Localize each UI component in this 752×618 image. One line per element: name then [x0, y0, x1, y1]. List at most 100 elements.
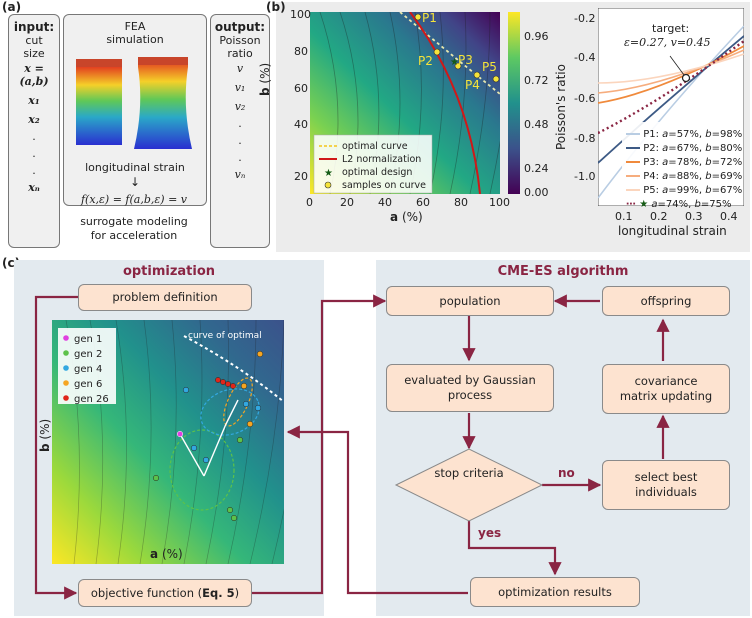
target-pointer	[669, 55, 685, 76]
gen2-point	[230, 514, 238, 522]
gen-legend-swatch	[63, 380, 69, 386]
select-best-box: select best individuals	[602, 460, 730, 510]
legend-item: P2: a=67%, b=80%	[626, 142, 742, 156]
input-var-xn: xₙ	[28, 181, 40, 194]
optimization-title: optimization	[122, 264, 216, 279]
gen26-point	[225, 381, 231, 387]
legend-item: P3: a=78%, b=72%	[626, 156, 742, 170]
l2-normalization-curve	[409, 12, 481, 194]
gen26-point	[220, 379, 226, 385]
sample-point	[414, 13, 422, 21]
legend-b: 72%	[720, 157, 743, 168]
input-var-x: x = (a,b)	[19, 62, 49, 88]
objective-function-post: )	[234, 585, 240, 600]
chart-ytick-04: -0.4	[574, 51, 596, 64]
curve-p4	[598, 49, 744, 94]
chart-ytick-06: -0.6	[574, 92, 596, 105]
fea-title-2: simulation	[106, 33, 164, 46]
legend-star-icon: ★	[324, 168, 333, 179]
chart-xtick-04: 0.4	[720, 210, 738, 223]
curve-p3	[598, 45, 744, 104]
cme-es-panel	[376, 260, 750, 616]
arrow-objective-to-population	[252, 294, 387, 595]
chart-ytick-08: -0.8	[574, 132, 596, 145]
curve-of-optimal-label: curve of optimal	[188, 331, 262, 341]
legend-samples-on-curve: samples on curve	[342, 180, 426, 191]
gen1-point	[176, 430, 184, 438]
fea-specimen-1	[76, 65, 122, 145]
optimization-results-box: optimization results	[470, 577, 640, 607]
yes-label: yes	[478, 526, 502, 540]
legend-name: P4	[643, 171, 656, 182]
legend-swatch	[626, 175, 640, 177]
label-p4: P4	[465, 78, 480, 92]
search-step-2	[203, 423, 227, 477]
stop-criteria-label: stop criteria	[434, 466, 504, 480]
arrow-problem-to-objective	[34, 295, 78, 600]
legend-item: ⋯ ★ a=74%, b=75%	[626, 199, 732, 210]
gen6-point	[256, 350, 264, 358]
objective-function-eq: Eq. 5	[202, 585, 235, 600]
no-label: no	[558, 466, 575, 480]
heatmap-xtick-60: 60	[416, 196, 430, 209]
arrow-results-to-plot	[286, 425, 468, 595]
target-point	[681, 73, 691, 83]
legend-b: 69%	[720, 171, 743, 182]
curve-p2	[598, 35, 744, 164]
offspring-box: offspring	[602, 286, 730, 316]
poisson-ratio-chart	[598, 8, 744, 206]
legend-swatch	[626, 161, 640, 163]
heatmap-xlabel-var: a	[390, 210, 399, 224]
label-p5: P5	[482, 60, 497, 74]
opt-plot-xlabel-var: a	[150, 547, 159, 561]
heatmap-colorbar	[508, 12, 520, 194]
gen2-point	[226, 506, 234, 514]
label-p3: P3	[458, 53, 473, 67]
output-dot-2: .	[238, 134, 242, 147]
down-arrow-icon: ↓	[129, 175, 141, 189]
legend-a: 99%	[676, 185, 699, 196]
panel-b-label: (b)	[266, 0, 286, 14]
search-step-3	[225, 399, 239, 425]
design-space-heatmap: ★ P1 P2 P3 P4 P5 optimal curve L2 normal…	[310, 12, 500, 194]
heatmap-legend	[313, 134, 433, 194]
gen6-point	[240, 382, 248, 390]
legend-a: 88%	[676, 171, 699, 182]
legend-name: P3	[643, 157, 656, 168]
chart-xlabel: longitudinal strain	[618, 224, 727, 238]
gen4-point	[254, 404, 262, 412]
input-dot-2: .	[32, 147, 36, 160]
heatmap-ytick-100: 100	[290, 8, 311, 21]
gen4-point	[242, 400, 250, 408]
optimization-contours	[65, 320, 284, 564]
optimal-design-star: ★	[450, 57, 459, 68]
fea-title-1: FEA	[124, 20, 146, 33]
cbar-tick-072: 0.72	[524, 74, 549, 87]
input-dot-3: .	[32, 164, 36, 177]
heatmap-ytick-80: 80	[294, 45, 308, 58]
cbar-tick-096: 0.96	[524, 30, 549, 43]
panel-a-label: (a)	[2, 0, 22, 14]
gen-legend-label: gen 4	[74, 364, 102, 375]
legend-name: P1	[643, 129, 656, 140]
stop-criteria-diamond	[394, 448, 544, 522]
output-var-v2: v₂	[234, 100, 246, 113]
heatmap-xtick-40: 40	[378, 196, 392, 209]
fea-box: FEA simulation longitudinal strain ↓	[63, 14, 207, 206]
heatmap-xtick-20: 20	[340, 196, 354, 209]
chart-ytick-02: -0.2	[574, 12, 596, 25]
label-p2: P2	[418, 54, 433, 68]
gen4-point	[182, 386, 190, 394]
surrogate-equation: f(x,ε) = f(a,b,ε) = v	[80, 193, 188, 206]
heatmap-xtick-80: 80	[454, 196, 468, 209]
objective-function-pre: objective function (	[90, 585, 203, 600]
gen-legend-label: gen 6	[74, 379, 102, 390]
legend-optimal-design: optimal design	[342, 167, 412, 178]
chart-ytick-10: -1.0	[574, 170, 596, 183]
output-var-vn: vₙ	[234, 168, 246, 181]
legend-item: P5: a=99%, b=67%	[626, 184, 742, 198]
opt-plot-ylabel: b (%)	[38, 419, 52, 452]
cme-es-title: CME-ES algorithm	[497, 264, 629, 279]
search-step-1	[179, 433, 205, 477]
legend-l2-normalization: L2 normalization	[342, 154, 421, 165]
